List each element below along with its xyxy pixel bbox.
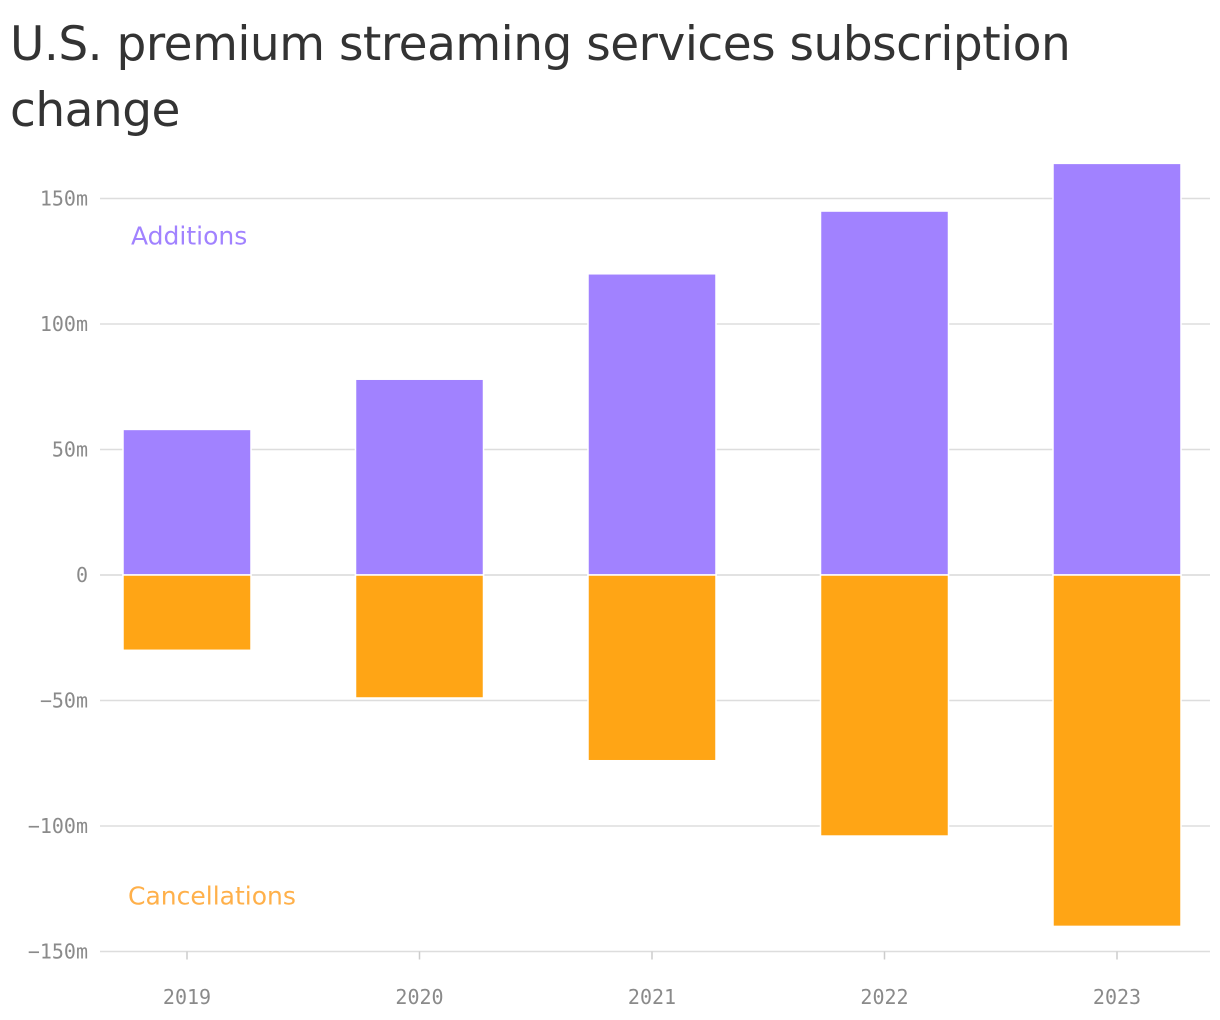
y-tick-label: 150m: [40, 187, 88, 211]
series-label-cancellations: Cancellations: [128, 882, 296, 911]
x-tick-label: 2023: [1093, 985, 1141, 1009]
x-tick-label: 2019: [163, 985, 211, 1009]
bars: [122, 162, 1182, 928]
y-tick-label: −100m: [28, 814, 88, 838]
bar-additions-2020: [354, 378, 485, 576]
bar-additions-2019: [122, 428, 252, 576]
y-tick-label: 100m: [40, 312, 88, 336]
y-tick-label: −50m: [40, 689, 88, 713]
bar-cancellations-2023: [1052, 574, 1182, 928]
chart-title: U.S. premium streaming services subscrip…: [10, 17, 1071, 138]
bar-additions-2023: [1052, 162, 1182, 576]
x-tick-label: 2020: [395, 985, 443, 1009]
bar-additions-2021: [587, 273, 717, 576]
bar-cancellations-2019: [122, 574, 252, 652]
y-tick-label: −150m: [28, 940, 88, 964]
bar-cancellations-2020: [354, 574, 485, 699]
bar-cancellations-2022: [819, 574, 950, 837]
series-labels: Additions Cancellations: [128, 222, 296, 911]
bar-cancellations-2021: [587, 574, 717, 762]
axes: 150m 100m 50m 0 −50m −100m −150m 2019 2020 2021 20…: [28, 187, 1141, 1010]
series-label-additions: Additions: [131, 222, 247, 251]
x-tick-label: 2022: [860, 985, 908, 1009]
y-tick-label: 50m: [52, 438, 88, 462]
x-tick-label: 2021: [628, 985, 676, 1009]
bar-additions-2022: [819, 210, 950, 576]
y-tick-label: 0: [76, 563, 88, 587]
